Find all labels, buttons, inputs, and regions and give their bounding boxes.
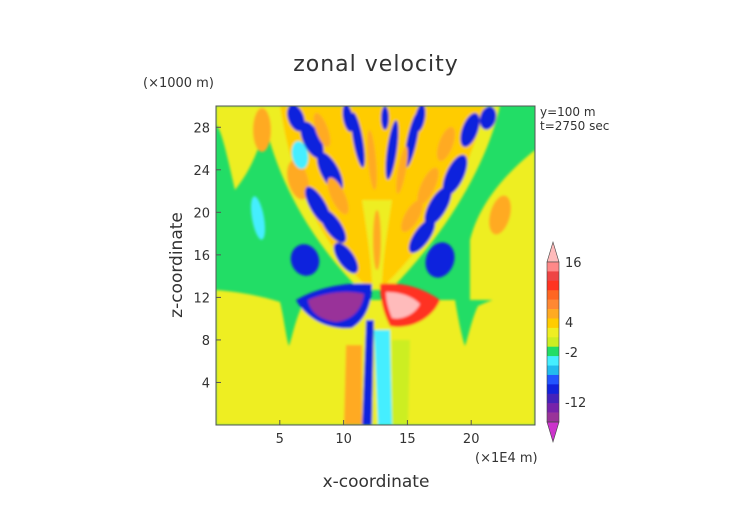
- contour-lobe: [385, 120, 399, 180]
- contour-column-cyan: [374, 330, 392, 425]
- colorbar-swatch: [547, 318, 559, 329]
- colorbar-swatch: [547, 262, 559, 272]
- contour-fan-gold: [280, 106, 485, 285]
- colorbar-swatch: [547, 271, 559, 282]
- contour-orange-blob: [287, 160, 309, 200]
- contour-lobe: [401, 200, 423, 232]
- colorbar-min-arrow: [546, 421, 560, 444]
- colorbar-swatch: [547, 412, 559, 423]
- contour-lobe: [479, 106, 497, 130]
- colorbar-swatch: [547, 290, 559, 300]
- colorbar-swatch: [547, 374, 559, 385]
- contour-core-pink: [386, 292, 420, 319]
- colorbar-frame: [546, 261, 560, 423]
- contour-lobe: [460, 112, 480, 148]
- colorbar-swatch: [547, 356, 559, 366]
- x-tick-label: 15: [399, 432, 416, 447]
- x-axis-unit: (×1E4 m): [475, 451, 538, 466]
- contour-lobe: [396, 146, 408, 194]
- x-tick-label: 20: [463, 432, 480, 447]
- annotation-y: y=100 m: [540, 105, 596, 119]
- y-tick-label: 16: [193, 249, 210, 264]
- contour-orange-blob: [489, 195, 511, 235]
- contour-column-orange: [344, 345, 362, 425]
- colorbar-tick-label: 4: [565, 316, 573, 331]
- colorbar-swatch: [547, 280, 559, 291]
- contour-lobe: [287, 106, 305, 132]
- colorbar-swatch: [547, 384, 559, 395]
- contour-column-blue: [362, 320, 374, 425]
- y-axis-unit: (×1000 m): [143, 76, 214, 91]
- colorbar-max-arrow: [546, 240, 560, 263]
- y-tick-label: 24: [193, 164, 210, 179]
- contour-lobe: [417, 167, 439, 205]
- chart-title: zonal velocity: [293, 52, 459, 77]
- colorbar-swatch: [547, 337, 559, 348]
- colorbar-swatch: [547, 393, 559, 404]
- colorbar-tick-label: -12: [565, 396, 586, 411]
- colorbar-swatch: [547, 327, 559, 338]
- contour-lobe: [290, 244, 320, 276]
- y-axis: 4 8 12 16 20 24 28: [193, 121, 221, 391]
- contour-lobe: [367, 130, 377, 190]
- contour-lobe: [436, 126, 456, 162]
- contour-lobe: [351, 112, 365, 168]
- y-tick-label: 12: [193, 291, 210, 306]
- plot-frame: [215, 105, 536, 426]
- y-tick-label: 28: [193, 121, 210, 136]
- x-axis: 5 10 15 20: [276, 420, 480, 447]
- annotation-t: t=2750 sec: [540, 119, 609, 133]
- contour-core-purple: [308, 292, 364, 322]
- contour-cyan-blob: [250, 196, 266, 240]
- contour-lobe: [333, 242, 359, 274]
- contour-stem-band: [373, 210, 381, 270]
- contour-lobe: [381, 106, 389, 130]
- colorbar: 16 4 -2 -12: [546, 240, 586, 444]
- contour-cyan-blob: [291, 141, 309, 169]
- contour-lobe: [414, 106, 426, 132]
- x-tick-label: 5: [276, 432, 284, 447]
- y-tick-label: 20: [193, 206, 210, 221]
- contour-lobe: [300, 121, 324, 159]
- x-axis-label: x-coordinate: [323, 472, 430, 492]
- plot-area: [215, 105, 536, 426]
- colorbar-tick-label: -2: [565, 346, 578, 361]
- contour-lobe: [327, 177, 349, 215]
- contour-lobe: [424, 186, 452, 226]
- colorbar-swatch: [547, 299, 559, 310]
- contour-lobe: [313, 112, 331, 148]
- colorbar-swatch: [547, 309, 559, 319]
- colorbar-swatch: [547, 403, 559, 413]
- contour-lobe: [442, 154, 468, 196]
- contour-lobe: [319, 208, 347, 244]
- x-tick-label: 10: [335, 432, 352, 447]
- y-tick-label: 8: [202, 334, 210, 349]
- contour-lobe: [342, 106, 354, 132]
- contour-lobe: [408, 218, 436, 254]
- y-tick-label: 4: [202, 376, 210, 391]
- contour-orange-blob: [253, 108, 271, 152]
- colorbar-tick-label: 16: [565, 256, 582, 271]
- contour-lobe: [425, 242, 455, 278]
- colorbar-swatch: [547, 365, 559, 376]
- contour-column-green: [392, 340, 410, 425]
- colorbar-swatch: [547, 346, 559, 357]
- y-axis-label: z-coordinate: [167, 212, 187, 318]
